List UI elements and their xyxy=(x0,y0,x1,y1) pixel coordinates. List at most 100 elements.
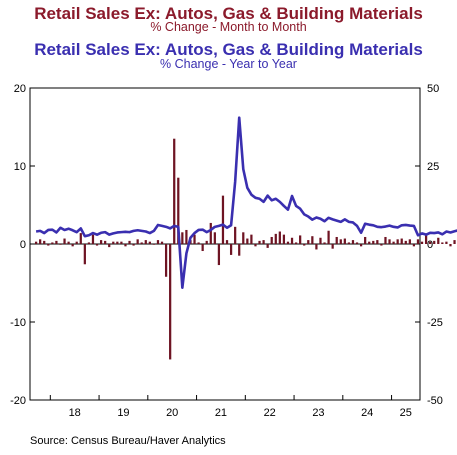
mom-bar xyxy=(290,237,294,244)
mom-bar xyxy=(441,242,444,244)
mom-bar xyxy=(311,236,314,244)
mom-bar xyxy=(343,238,346,244)
mom-bar xyxy=(420,241,424,244)
mom-bar xyxy=(108,244,111,248)
mom-bar xyxy=(132,244,135,246)
x-tick-label: 24 xyxy=(361,407,373,419)
mom-bar xyxy=(51,242,54,244)
x-tick-label: 18 xyxy=(69,407,81,419)
mom-bar xyxy=(323,242,326,244)
mom-bar xyxy=(59,244,62,245)
mom-bar xyxy=(266,244,269,248)
mom-bar xyxy=(152,244,156,245)
mom-bar xyxy=(238,244,241,256)
mom-bar xyxy=(437,237,440,244)
axes-layer xyxy=(29,87,421,401)
mom-bar xyxy=(278,231,281,244)
source-note: Source: Census Bureau/Haver Analytics xyxy=(30,435,226,447)
mom-bar xyxy=(217,244,221,266)
mom-bar xyxy=(173,138,176,244)
mom-bar xyxy=(250,234,253,244)
mom-bar xyxy=(282,234,286,244)
mom-bar xyxy=(213,232,216,244)
mom-bar xyxy=(319,237,322,244)
mom-bar xyxy=(400,238,403,244)
x-tick-label: 20 xyxy=(166,407,178,419)
mom-bar xyxy=(75,241,78,244)
mom-bar xyxy=(87,242,91,244)
mom-bar xyxy=(91,234,95,244)
mom-bar xyxy=(270,236,273,244)
mom-bar xyxy=(197,242,200,244)
left-tick-label: -10 xyxy=(10,317,26,329)
right-tick-label: -50 xyxy=(427,395,443,407)
right-tick-label: -25 xyxy=(427,317,443,329)
mom-bar xyxy=(368,241,371,244)
mom-bar xyxy=(124,244,127,247)
mom-bar xyxy=(104,240,107,244)
x-tick-label: 22 xyxy=(264,407,276,419)
mom-bar xyxy=(412,244,416,247)
mom-bar xyxy=(339,239,342,244)
x-tick-label: 25 xyxy=(400,407,412,419)
mom-bar xyxy=(315,244,318,250)
mom-bar xyxy=(234,226,237,244)
mom-bar xyxy=(254,244,257,247)
mom-bar xyxy=(164,244,168,277)
mom-bar xyxy=(209,222,212,244)
chart-subtitle-yoy: % Change - Year to Year xyxy=(160,57,297,71)
mom-bar xyxy=(335,236,338,244)
chart-title-mom: Retail Sales Ex: Autos, Gas & Building M… xyxy=(34,4,423,23)
mom-bar xyxy=(177,177,180,244)
mom-bar xyxy=(63,238,66,244)
mom-bar xyxy=(429,241,432,244)
mom-bar xyxy=(83,244,86,265)
mom-bar xyxy=(376,240,379,244)
mom-bar xyxy=(286,241,290,244)
mom-bar xyxy=(408,239,411,244)
chart-title-yoy: Retail Sales Ex: Autos, Gas & Building M… xyxy=(34,40,423,59)
mom-bar xyxy=(384,236,387,244)
mom-bar xyxy=(380,244,383,246)
mom-bar xyxy=(144,240,147,244)
mom-bar xyxy=(424,235,428,244)
right-tick-label: 0 xyxy=(427,239,433,251)
mom-bar xyxy=(221,195,225,244)
mom-bar xyxy=(201,244,204,252)
mom-bar xyxy=(67,241,70,244)
left-tick-label: 20 xyxy=(14,83,26,95)
mom-bar xyxy=(372,240,375,244)
mom-bar xyxy=(136,239,139,244)
mom-bar xyxy=(34,241,38,244)
x-tick-label: 23 xyxy=(312,407,324,419)
mom-bar xyxy=(262,240,265,244)
chart-subtitle-mom: % Change - Month to Month xyxy=(150,20,307,34)
mom-bar xyxy=(351,240,355,244)
mom-bar xyxy=(242,232,245,244)
mom-bar xyxy=(120,241,123,244)
x-tick-label: 19 xyxy=(117,407,129,419)
mom-bar xyxy=(140,242,143,244)
labels-layer: 20 10 0 -10 -20 50 25 0 -25 -50 18 19 20 21 22 23 24 25 xyxy=(10,83,443,419)
mom-bar xyxy=(205,240,208,244)
mom-bar xyxy=(347,242,351,244)
mom-bar xyxy=(55,240,58,244)
mom-bar xyxy=(258,240,261,244)
mom-bar xyxy=(47,244,50,246)
mom-bar xyxy=(445,241,448,244)
mom-bar xyxy=(148,241,151,244)
mom-bar xyxy=(169,244,172,360)
mom-bar xyxy=(294,242,298,244)
mom-bar xyxy=(303,244,306,246)
mom-bar xyxy=(71,244,74,247)
mom-bar xyxy=(274,233,277,244)
mom-bar xyxy=(43,240,46,244)
mom-bar xyxy=(185,229,188,244)
mom-bar xyxy=(388,239,391,244)
mom-bar xyxy=(116,241,119,244)
mom-bar xyxy=(364,236,367,244)
mom-bar xyxy=(156,240,160,244)
mom-bar xyxy=(392,241,395,244)
bars-layer xyxy=(34,138,456,360)
